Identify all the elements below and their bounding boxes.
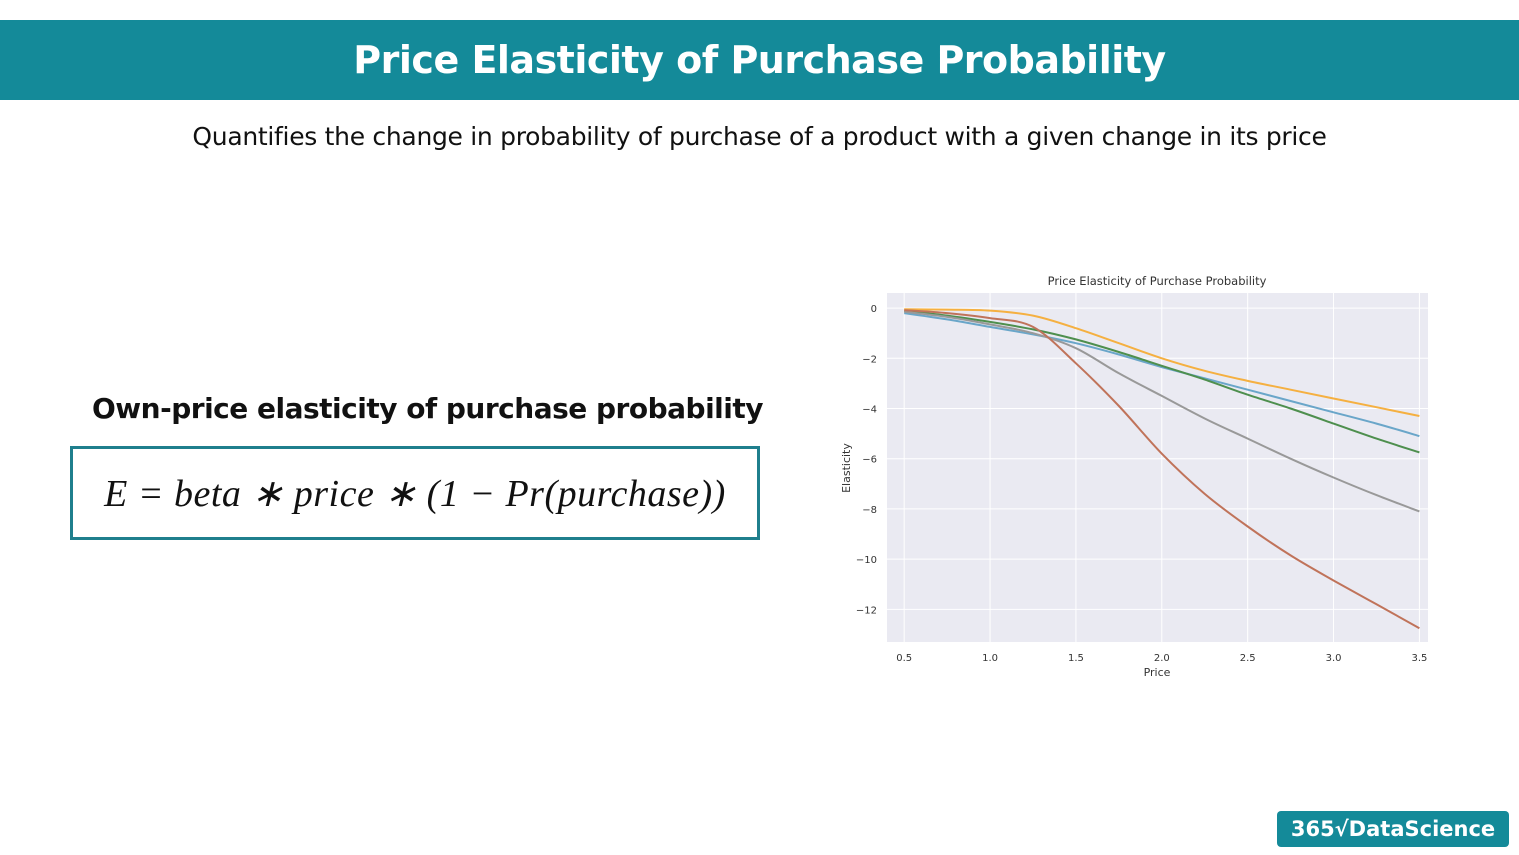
series-line-1 xyxy=(904,308,1420,417)
series-line-2 xyxy=(904,312,1420,438)
elasticity-chart: Price Elasticity of Purchase Probability… xyxy=(840,274,1428,679)
slide-title: Price Elasticity of Purchase Probability xyxy=(353,38,1166,82)
x-axis-label: Price xyxy=(1144,666,1171,679)
series-line-4 xyxy=(904,310,1420,513)
section-heading: Own-price elasticity of purchase probabi… xyxy=(92,392,764,425)
x-tick-label: 3.0 xyxy=(1326,653,1342,664)
y-tick-labels: 0 −2 −4 −6 −8 −10 −12 xyxy=(856,304,877,616)
plot-area xyxy=(887,293,1428,642)
x-tick-label: 3.5 xyxy=(1411,653,1427,664)
slide-subtitle: Quantifies the change in probability of … xyxy=(192,122,1327,151)
chart-title: Price Elasticity of Purchase Probability xyxy=(1048,274,1267,288)
grid xyxy=(887,293,1428,642)
title-bar: Price Elasticity of Purchase Probability xyxy=(0,20,1519,100)
y-tick-label: −6 xyxy=(862,455,877,466)
y-axis-label: Elasticity xyxy=(840,443,853,493)
series-line-5 xyxy=(904,309,1420,630)
y-tick-label: 0 xyxy=(871,304,877,315)
x-tick-label: 0.5 xyxy=(896,653,912,664)
x-tick-label: 2.5 xyxy=(1240,653,1256,664)
y-tick-label: −2 xyxy=(862,354,877,365)
formula-box: E = beta ∗ price ∗ (1 − Pr(purchase)) xyxy=(70,446,760,540)
series-lines xyxy=(904,308,1420,630)
formula: E = beta ∗ price ∗ (1 − Pr(purchase)) xyxy=(104,472,726,515)
x-tick-label: 2.0 xyxy=(1154,653,1170,664)
y-tick-label: −10 xyxy=(856,555,877,566)
x-tick-label: 1.0 xyxy=(982,653,998,664)
x-tick-labels: 0.5 1.0 1.5 2.0 2.5 3.0 3.5 xyxy=(896,653,1427,664)
series-line-3 xyxy=(904,310,1420,454)
y-tick-label: −8 xyxy=(862,505,877,516)
logo-text: 365√DataScience xyxy=(1290,817,1496,841)
y-tick-label: −12 xyxy=(856,605,877,616)
y-tick-label: −4 xyxy=(862,404,877,415)
x-tick-label: 1.5 xyxy=(1068,653,1084,664)
brand-logo: 365√DataScience xyxy=(1277,811,1509,847)
